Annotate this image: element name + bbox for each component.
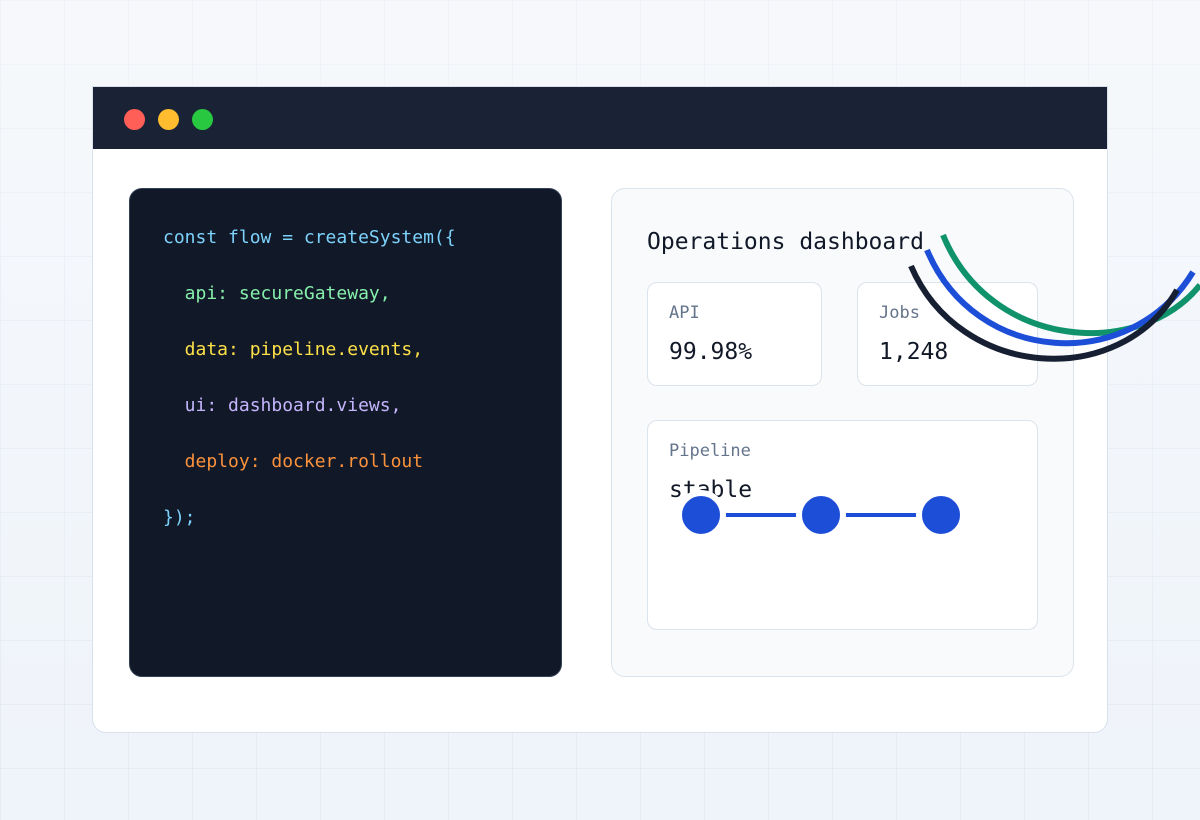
pipeline-node[interactable] bbox=[796, 490, 846, 540]
pipeline-card[interactable]: Pipeline stable bbox=[647, 420, 1038, 630]
code-line: ui: dashboard.views, bbox=[163, 395, 402, 416]
code-line: }); bbox=[163, 507, 196, 528]
code-editor-panel: const flow = createSystem({ api: secureG… bbox=[129, 188, 562, 677]
window-titlebar bbox=[93, 87, 1107, 149]
api-label: API bbox=[669, 303, 700, 323]
maximize-dot[interactable] bbox=[192, 109, 213, 130]
code-line: const flow = createSystem({ bbox=[163, 227, 456, 248]
pipeline-label: Pipeline bbox=[669, 441, 751, 461]
dashboard-panel: Operations dashboard API 99.98% Jobs 1,2… bbox=[611, 188, 1074, 677]
pipeline-node[interactable] bbox=[916, 490, 966, 540]
jobs-card[interactable]: Jobs 1,248 bbox=[857, 282, 1038, 386]
code-line: deploy: docker.rollout bbox=[163, 451, 424, 472]
jobs-label: Jobs bbox=[879, 303, 920, 323]
code-line: api: secureGateway, bbox=[163, 283, 391, 304]
code-line: data: pipeline.events, bbox=[163, 339, 424, 360]
api-card[interactable]: API 99.98% bbox=[647, 282, 822, 386]
app-window: const flow = createSystem({ api: secureG… bbox=[92, 86, 1108, 733]
minimize-dot[interactable] bbox=[158, 109, 179, 130]
close-dot[interactable] bbox=[124, 109, 145, 130]
api-value: 99.98% bbox=[669, 339, 753, 365]
pipeline-graph bbox=[676, 490, 966, 540]
jobs-value: 1,248 bbox=[879, 339, 949, 365]
pipeline-node[interactable] bbox=[676, 490, 726, 540]
dashboard-title: Operations dashboard bbox=[647, 229, 924, 255]
